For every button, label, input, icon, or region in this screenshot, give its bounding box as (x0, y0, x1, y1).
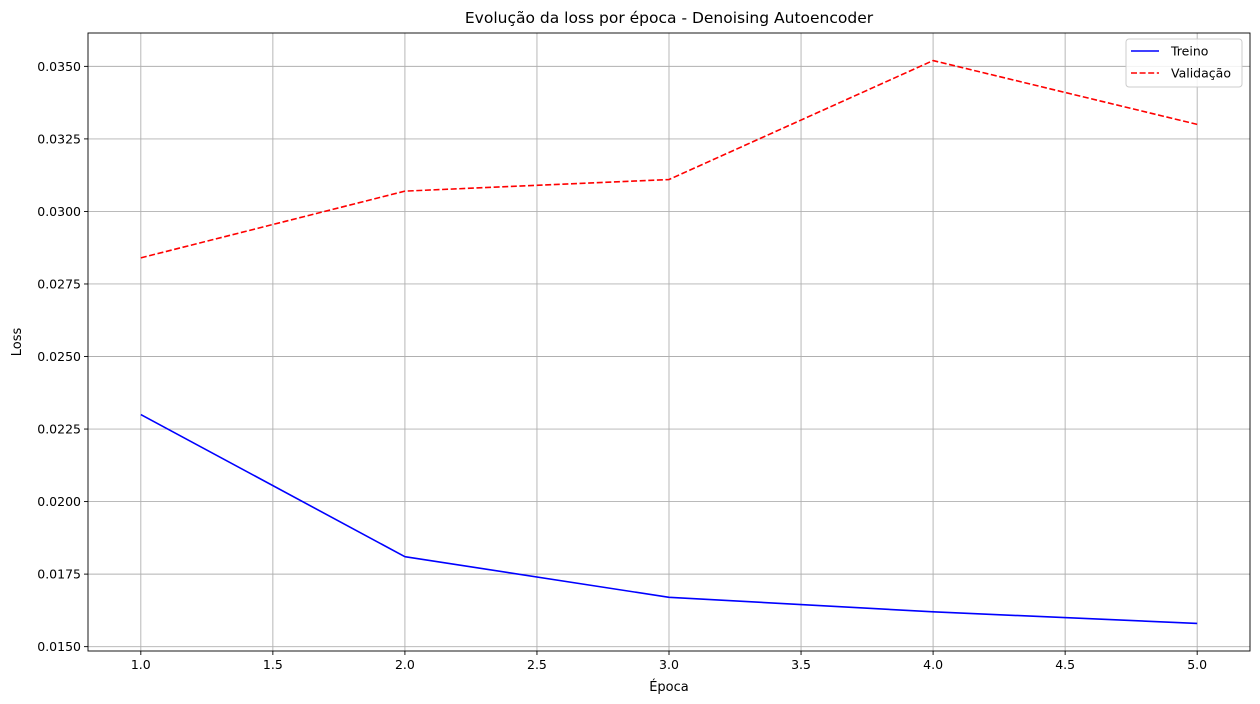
y-tick-label: 0.0175 (37, 567, 81, 582)
y-tick-label: 0.0325 (37, 131, 81, 146)
y-tick-label: 0.0200 (37, 494, 81, 509)
y-tick-label: 0.0275 (37, 276, 81, 291)
legend-label: Treino (1170, 44, 1208, 59)
axis-ticks: 1.0 1.5 2.0 2.5 3.0 3.5 4.0 4.5 5.0 0.0150 0.0175 0… (37, 59, 1207, 672)
y-tick-label: 0.0225 (37, 422, 81, 437)
x-tick-label: 5.0 (1187, 657, 1207, 672)
y-tick-label: 0.0300 (37, 204, 81, 219)
y-tick-label: 0.0250 (37, 349, 81, 364)
x-tick-label: 1.5 (263, 657, 283, 672)
legend: Treino Validação (1125, 38, 1243, 88)
y-tick-label: 0.0150 (37, 639, 81, 654)
x-tick-label: 2.5 (527, 657, 547, 672)
x-tick-label: 1.0 (131, 657, 151, 672)
legend-label: Validação (1171, 66, 1231, 81)
y-axis-label: Loss (10, 328, 25, 357)
series-lines (140, 59, 1198, 625)
y-tick-label: 0.0350 (37, 59, 81, 74)
x-tick-label: 2.0 (395, 657, 415, 672)
x-tick-label: 3.0 (659, 657, 679, 672)
x-axis-label: Época (649, 679, 689, 695)
x-tick-label: 4.0 (923, 657, 943, 672)
x-tick-label: 4.5 (1055, 657, 1075, 672)
x-tick-label: 3.5 (791, 657, 811, 672)
chart-title: Evolução da loss por época - Denoising A… (465, 9, 874, 27)
grid (88, 33, 1250, 651)
